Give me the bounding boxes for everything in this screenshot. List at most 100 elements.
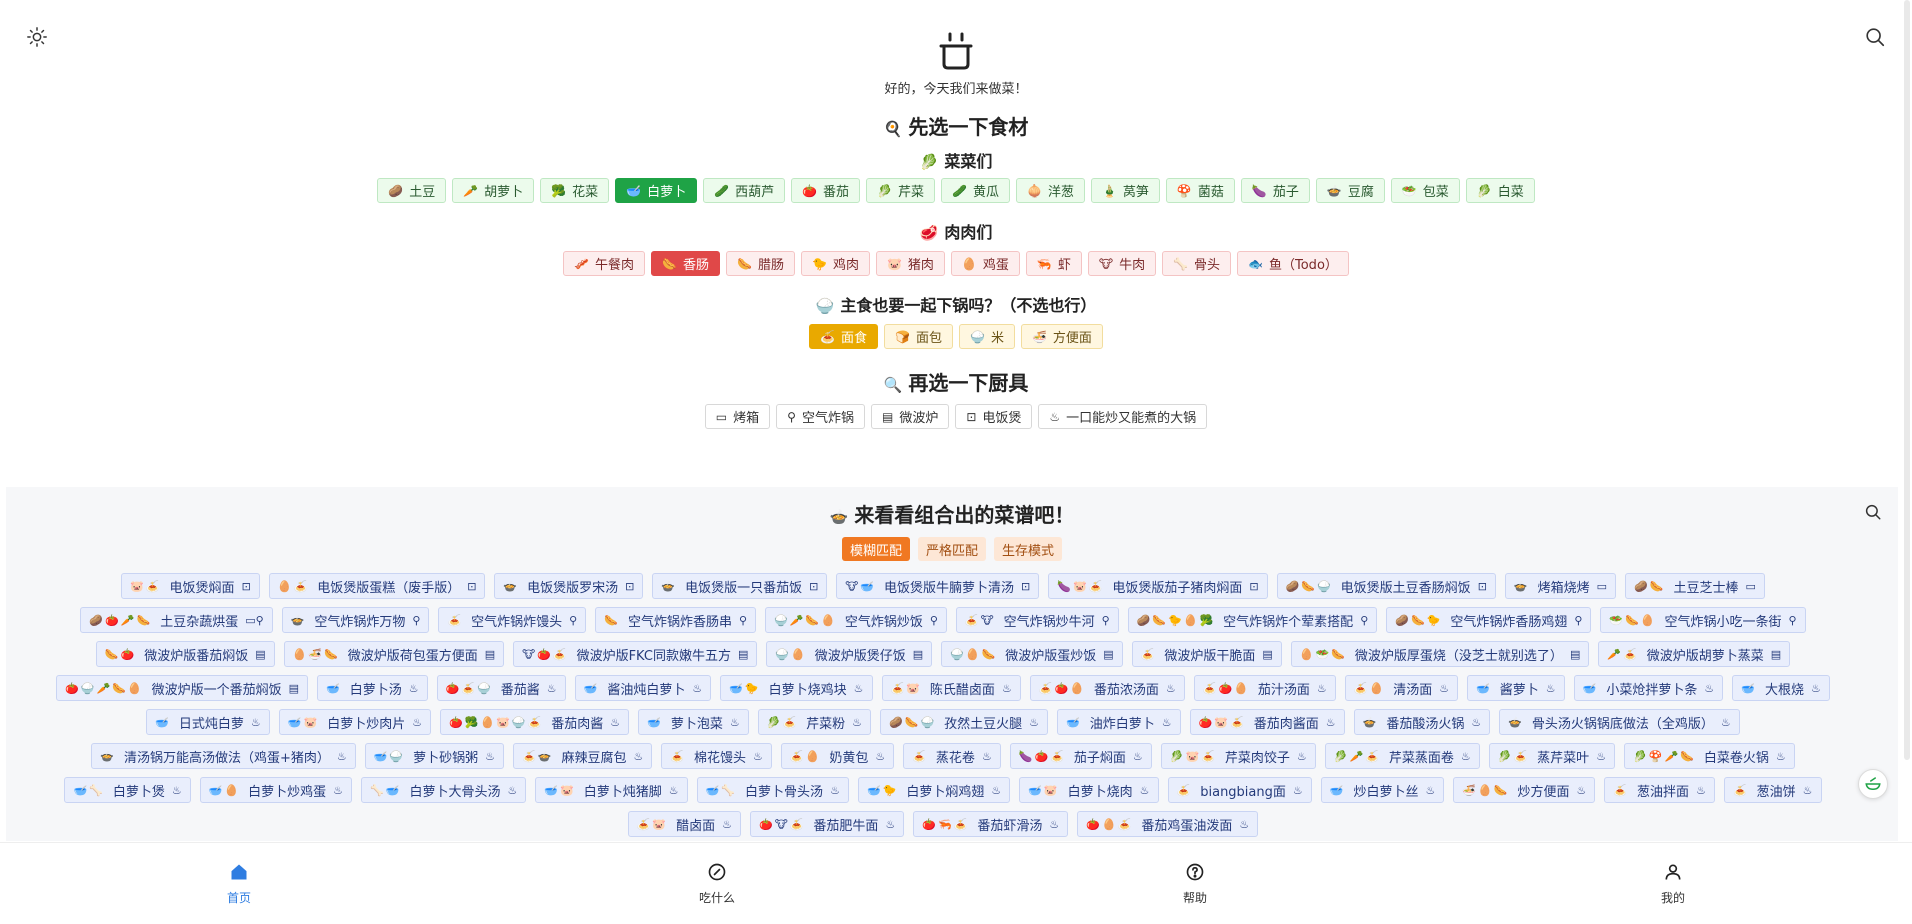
recipe-item[interactable]: 🍲 空气炸锅炸万物 ⚲ <box>281 607 430 633</box>
recipe-item[interactable]: 🥔🌭 土豆芝士棒 ▭ <box>1625 573 1765 599</box>
recipe-item[interactable]: 🥣 炒白萝卜丝 ♨ <box>1320 777 1445 803</box>
staple-tag[interactable]: 🍜 方便面 <box>1020 324 1103 349</box>
search-button[interactable] <box>1860 22 1890 52</box>
recipe-item[interactable]: 🍅🥚🍝 番茄鸡蛋油泼面 ♨ <box>1077 811 1259 837</box>
recipe-item[interactable]: 🍲 清汤锅万能高汤做法（鸡蛋+猪肉） ♨ <box>91 743 356 769</box>
recipe-item[interactable]: 🥣🐷 白萝卜炒肉片 ♨ <box>278 709 432 735</box>
recipe-item[interactable]: 🥚🍝 电饭煲版蛋糕（废手版） ⊡ <box>268 573 486 599</box>
tool-tag[interactable]: ♨ 一口能炒又能煮的大锅 <box>1038 404 1208 429</box>
recipe-item[interactable]: 🥣 小菜炝拌萝卜条 ♨ <box>1573 675 1724 701</box>
veg-tag[interactable]: 🥬 芹菜 <box>866 178 936 203</box>
veg-tag[interactable]: 🧅 洋葱 <box>1015 178 1085 203</box>
meat-tag[interactable]: 🥚 鸡蛋 <box>950 251 1020 276</box>
nav-item[interactable]: 帮助 <box>956 843 1434 924</box>
recipe-item[interactable]: 🍅🦐🍝 番茄虾滑汤 ♨ <box>913 811 1069 837</box>
recipe-item[interactable]: 🦴🥣 白萝卜大骨头汤 ♨ <box>361 777 527 803</box>
recipe-item[interactable]: 🐷🍝 电饭煲焖面 ⊡ <box>121 573 260 599</box>
recipe-item[interactable]: 🍝 空气炸锅炸馒头 ⚲ <box>438 607 587 633</box>
recipe-item[interactable]: 🌭 空气炸锅炸香肠串 ⚲ <box>595 607 757 633</box>
recipe-item[interactable]: 🥣🦴 白萝卜骨头汤 ♨ <box>696 777 849 803</box>
veg-tag[interactable]: 🥒 西葫芦 <box>703 178 786 203</box>
recipe-item[interactable]: 🥔🌭🍚 电饭煲版土豆香肠焖饭 ⊡ <box>1276 573 1496 599</box>
recipe-item[interactable]: 🥬🍝 蒸芹菜叶 ♨ <box>1488 743 1616 769</box>
recipe-item[interactable]: 🥣 酱萝卜 ♨ <box>1467 675 1565 701</box>
recipe-item[interactable]: 🥬🐷🍝 芹菜肉饺子 ♨ <box>1160 743 1316 769</box>
tool-tag[interactable]: ▤ 微波炉 <box>870 404 950 429</box>
meat-tag[interactable]: 🐮 牛肉 <box>1087 251 1157 276</box>
match-mode-tab[interactable]: 生存模式 <box>994 537 1063 561</box>
recipe-item[interactable]: 🥕🍝 微波炉版胡萝卜蒸菜 ▤ <box>1598 641 1791 667</box>
veg-tag[interactable]: 🥒 黄瓜 <box>941 178 1010 203</box>
recipe-item[interactable]: 🥣🐤 白萝卜焖鸡翅 ♨ <box>857 777 1011 803</box>
theme-toggle-button[interactable] <box>22 22 52 52</box>
recipe-item[interactable]: 🍝 蒸花卷 ♨ <box>903 743 1001 769</box>
recipe-item[interactable]: 🍅🍚🥕🌭🥚 微波炉版一个番茄焖饭 ▤ <box>56 675 309 701</box>
recipe-item[interactable]: 🥣🍚 萝卜砂锅粥 ♨ <box>364 743 505 769</box>
recipe-item[interactable]: 🍝 biangbiang面 ♨ <box>1167 777 1312 803</box>
recipe-item[interactable]: 🥣🥚 白萝卜炒鸡蛋 ♨ <box>199 777 353 803</box>
recipe-item[interactable]: 🍝 微波炉版干脆面 ▤ <box>1131 641 1282 667</box>
veg-tag[interactable]: 🎍 莴笋 <box>1090 178 1160 203</box>
meat-tag[interactable]: 🌭 腊肠 <box>726 251 795 276</box>
meat-tag[interactable]: 🐟 鱼（Todo） <box>1237 251 1349 276</box>
veg-tag[interactable]: 🥗 包菜 <box>1390 178 1460 203</box>
recipe-item[interactable]: 🍲 电饭煲版一只番茄饭 ⊡ <box>652 573 828 599</box>
recipe-item[interactable]: 🥣🦴 白萝卜煲 ♨ <box>64 777 191 803</box>
recipe-item[interactable]: 🍝🥚 清汤面 ♨ <box>1344 675 1459 701</box>
recipe-item[interactable]: 🍝🥚 奶黄包 ♨ <box>780 743 895 769</box>
recipe-item[interactable]: 🌭🍅 微波炉版番茄焖饭 ▤ <box>95 641 275 667</box>
page-scrollbar[interactable] <box>1904 0 1910 760</box>
recipe-item[interactable]: 🥔🌭🐤 空气炸锅炸香肠鸡翅 ⚲ <box>1386 607 1592 633</box>
recipe-item[interactable]: 🥔🍅🥕🌭 土豆杂蔬烘蛋 ▭⚲ <box>80 607 273 633</box>
recipe-item[interactable]: 🥬🍝 芹菜粉 ♨ <box>757 709 872 735</box>
staple-tag[interactable]: 🍚 米 <box>959 324 1015 349</box>
results-search-button[interactable] <box>1864 503 1882 525</box>
recipe-item[interactable]: 🍅🍝🍚 番茄酱 ♨ <box>436 675 566 701</box>
recipe-item[interactable]: 🍝🍲 麻辣豆腐包 ♨ <box>513 743 653 769</box>
veg-tag[interactable]: 🥦 花菜 <box>540 178 610 203</box>
recipe-item[interactable]: 🍝 葱油拌面 ♨ <box>1604 777 1715 803</box>
recipe-item[interactable]: 🍆🍅🍝 茄子焖面 ♨ <box>1009 743 1152 769</box>
veg-tag[interactable]: 🍄 菌菇 <box>1165 178 1235 203</box>
recipe-item[interactable]: 🍚🥕🌭🥚 空气炸锅炒饭 ⚲ <box>765 607 947 633</box>
recipe-item[interactable]: 🥬🍄🥕🌭 白菜卷火锅 ♨ <box>1624 743 1795 769</box>
recipe-item[interactable]: 🍝 葱油饼 ♨ <box>1723 777 1822 803</box>
veg-tag[interactable]: 🍅 番茄 <box>791 178 861 203</box>
recipe-item[interactable]: 🐮🍅🍝 微波炉版FKC同款嫩牛五方 ▤ <box>513 641 758 667</box>
nav-item[interactable]: 我的 <box>1434 843 1912 924</box>
recipe-item[interactable]: 🍝🐮 空气炸锅炒牛河 ⚲ <box>955 607 1119 633</box>
veg-tag[interactable]: 🥔 土豆 <box>377 178 447 203</box>
recipe-item[interactable]: 🐮🥣 电饭煲版牛腩萝卜清汤 ⊡ <box>836 573 1040 599</box>
recipe-item[interactable]: 🍝🍅🥚 番茄浓汤面 ♨ <box>1029 675 1185 701</box>
recipe-item[interactable]: 🥣 大根烧 ♨ <box>1732 675 1830 701</box>
recipe-item[interactable]: 🍲 电饭煲版罗宋汤 ⊡ <box>494 573 644 599</box>
staple-tag[interactable]: 🍞 面包 <box>884 324 953 349</box>
meat-tag[interactable]: 🐤 鸡肉 <box>800 251 870 276</box>
recipe-item[interactable]: 🍆🐷🍝 电饭煲版茄子猪肉焖面 ⊡ <box>1048 573 1268 599</box>
recipe-item[interactable]: 🍝🐷 醋卤面 ♨ <box>627 811 741 837</box>
recipe-item[interactable]: 🍚🥚🌭 微波炉版蛋炒饭 ▤ <box>941 641 1123 667</box>
recipe-item[interactable]: 🍜🥚🌭 炒方便面 ♨ <box>1453 777 1596 803</box>
tool-tag[interactable]: ⚲ 空气炸锅 <box>776 404 865 429</box>
recipe-item[interactable]: 🍲 烤箱烧烤 ▭ <box>1504 573 1617 599</box>
staple-tag[interactable]: 🍝 面食 <box>809 324 879 349</box>
match-mode-tab[interactable]: 严格匹配 <box>917 537 986 561</box>
recipe-item[interactable]: 🥣 酱油炖白萝卜 ♨ <box>574 675 712 701</box>
tool-tag[interactable]: ⊡ 电饭煲 <box>955 404 1033 429</box>
meat-tag[interactable]: 🌭 香肠 <box>651 251 721 276</box>
recipe-item[interactable]: 🥣 白萝卜汤 ♨ <box>317 675 428 701</box>
recipe-item[interactable]: 🍝🐷 陈氏醋卤面 ♨ <box>881 675 1021 701</box>
veg-tag[interactable]: 🥕 胡萝卜 <box>452 178 535 203</box>
recipe-item[interactable]: 🥣🐤 白萝卜烧鸡块 ♨ <box>720 675 873 701</box>
recipe-item[interactable]: 🥣🐷 白萝卜炖猪脚 ♨ <box>535 777 688 803</box>
meat-tag[interactable]: 🐷 猪肉 <box>875 251 945 276</box>
recipe-item[interactable]: 🥗🌭🥚 空气炸锅小吃一条街 ⚲ <box>1600 607 1806 633</box>
recipe-item[interactable]: 🍅🐮🍝 番茄肥牛面 ♨ <box>750 811 905 837</box>
recipe-item[interactable]: 🍲 骨头汤火锅锅底做法（全鸡版） ♨ <box>1499 709 1740 735</box>
veg-tag[interactable]: 🥣 白萝卜 <box>615 178 698 203</box>
recipe-item[interactable]: 🥚🍜🌭 微波炉版荷包蛋方便面 ▤ <box>283 641 505 667</box>
meat-tag[interactable]: 🦐 虾 <box>1025 251 1082 276</box>
recipe-item[interactable]: 🍅🥦🥚🐷🍚🍝 番茄肉酱 ♨ <box>440 709 630 735</box>
nav-item[interactable]: 首页 <box>0 843 478 924</box>
recipe-item[interactable]: 🥣 萝卜泡菜 ♨ <box>638 709 749 735</box>
